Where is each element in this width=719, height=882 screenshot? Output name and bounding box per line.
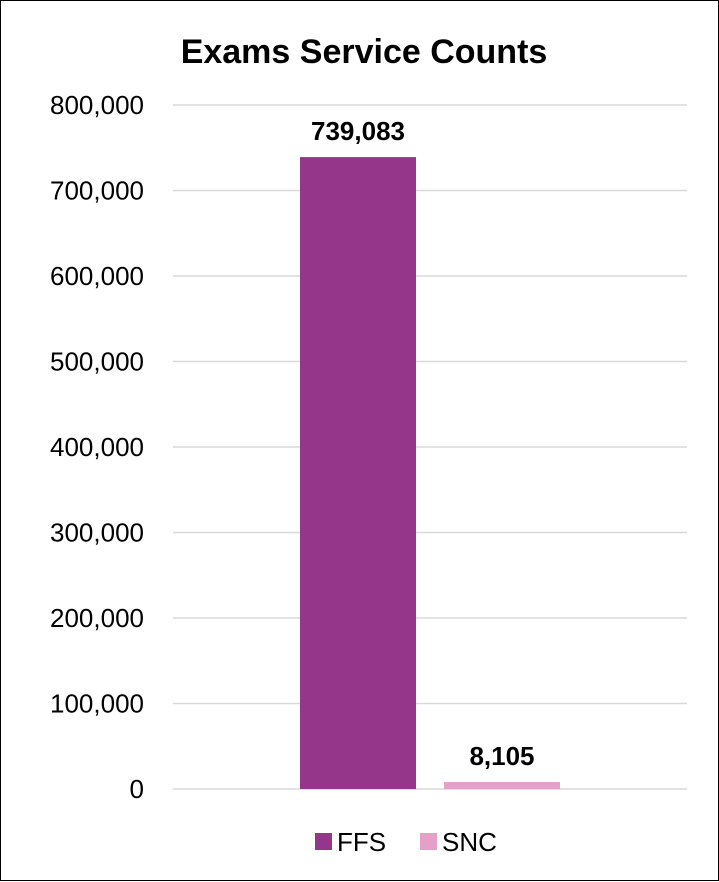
y-tick-label: 800,000 [50,90,144,120]
gridlines [173,104,687,790]
chart-title: Exams Service Counts [181,33,548,71]
legend: FFS SNC [315,827,497,857]
y-tick-label: 400,000 [50,432,144,462]
data-label-snc: 8,105 [469,741,534,771]
legend-label-ffs: FFS [337,827,386,857]
bar-snc [444,782,560,789]
bars [300,157,560,789]
data-labels: 739,083 8,105 [311,116,535,771]
y-tick-label: 100,000 [50,689,144,719]
y-tick-label: 300,000 [50,518,144,548]
y-tick-label: 0 [130,774,144,804]
data-label-ffs: 739,083 [311,116,405,146]
y-tick-label: 500,000 [50,347,144,377]
y-tick-label: 700,000 [50,176,144,206]
legend-swatch-snc [420,833,437,850]
legend-swatch-ffs [315,833,332,850]
y-tick-label: 200,000 [50,603,144,633]
y-tick-label: 600,000 [50,261,144,291]
y-axis-ticks: 0 100,000 200,000 300,000 400,000 500,000 600,… [50,90,144,804]
bar-ffs [300,157,416,789]
legend-label-snc: SNC [442,827,497,857]
